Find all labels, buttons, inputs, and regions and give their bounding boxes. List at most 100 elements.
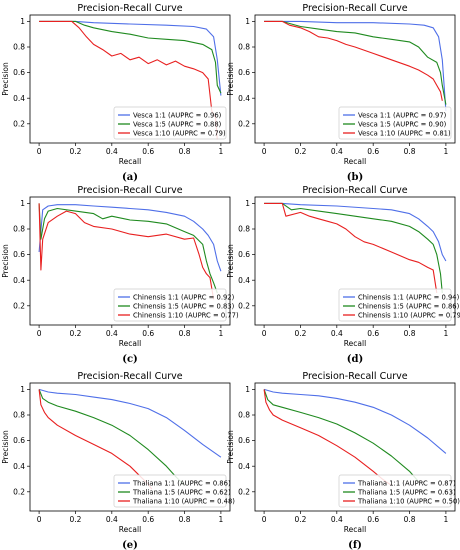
chart-title: Precision-Recall Curve <box>302 3 407 14</box>
y-tick-label: 0.6 <box>13 250 25 259</box>
x-tick-label: 0.4 <box>331 515 343 524</box>
x-tick-label: 1 <box>444 329 449 338</box>
x-tick-label: 1 <box>219 329 224 338</box>
series-line-3 <box>264 202 438 294</box>
chart-title: Precision-Recall Curve <box>77 3 182 14</box>
y-tick-label: 0.4 <box>238 462 250 471</box>
y-tick-label: 1 <box>20 199 25 208</box>
x-tick-label: 0.8 <box>179 515 191 524</box>
x-tick-label: 0.2 <box>69 329 81 338</box>
chart-title: Precision-Recall Curve <box>77 371 182 382</box>
axes-frame <box>29 14 231 144</box>
panel-label: (f) <box>348 540 362 550</box>
y-tick-label: 1 <box>245 199 250 208</box>
x-tick-label: 0.6 <box>142 515 154 524</box>
x-tick-label: 0.6 <box>367 147 379 156</box>
x-axis-label: Recall <box>344 157 366 166</box>
x-tick-label: 0.4 <box>106 329 118 338</box>
legend-box <box>338 288 452 322</box>
panel-label: (b) <box>347 172 363 183</box>
x-tick-label: 0.6 <box>367 515 379 524</box>
x-tick-label: 0.4 <box>106 515 118 524</box>
y-tick-label: 1 <box>245 385 250 394</box>
x-tick-label: 0 <box>262 329 267 338</box>
x-tick-label: 0 <box>37 147 42 156</box>
y-tick-label: 0.4 <box>13 462 25 471</box>
x-tick-label: 1 <box>444 147 449 156</box>
series-line-2 <box>38 203 218 294</box>
legend-entry: Vesca 1:1 (AUPRC = 0.97) <box>358 111 447 119</box>
y-axis-label: Precision <box>226 62 235 96</box>
legend-box <box>113 474 227 508</box>
chart-panel-5: Precision-Recall Curve 0 0.2 0.4 0.6 0.8 1 0.2 0… <box>1 371 235 550</box>
series-line-1 <box>39 20 222 96</box>
x-tick-label: 0.4 <box>331 147 343 156</box>
x-tick-label: 0.8 <box>179 329 191 338</box>
x-tick-label: 0.2 <box>69 147 81 156</box>
series-line-1 <box>264 202 447 262</box>
y-tick-label: 0.8 <box>238 43 250 52</box>
legend-entry: Chinensis 1:1 (AUPRC = 0.94) <box>358 293 460 301</box>
x-tick-label: 0.6 <box>367 329 379 338</box>
x-tick-label: 0.6 <box>142 147 154 156</box>
legend-box <box>113 106 227 140</box>
legend-entry: Chinensis 1:1 (AUPRC = 0.92) <box>133 293 235 301</box>
y-tick-label: 0.6 <box>13 68 25 77</box>
series-line-2 <box>264 20 447 105</box>
legend-entry: Vesca 1:5 (AUPRC = 0.90) <box>358 120 447 128</box>
chart-panel-3: Precision-Recall Curve 0 0.2 0.4 0.6 0.8 1 0.2 0… <box>1 185 239 365</box>
series-line-1 <box>263 388 447 454</box>
x-axis-label: Recall <box>344 339 366 348</box>
panel-label: (e) <box>122 540 138 550</box>
x-axis-label: Recall <box>119 157 141 166</box>
series-line-2 <box>39 20 222 94</box>
chart-title: Precision-Recall Curve <box>302 185 407 196</box>
x-axis-label: Recall <box>344 525 366 534</box>
x-tick-label: 0.2 <box>294 515 306 524</box>
legend-entry: Vesca 1:5 (AUPRC = 0.88) <box>133 120 222 128</box>
y-tick-label: 1 <box>20 17 25 26</box>
y-tick-label: 0.8 <box>13 411 25 420</box>
x-tick-label: 0 <box>262 515 267 524</box>
y-axis-label: Precision <box>1 430 10 464</box>
panel-label: (c) <box>122 354 138 365</box>
x-tick-label: 0 <box>37 329 42 338</box>
x-tick-label: 1 <box>219 147 224 156</box>
x-axis-label: Recall <box>119 339 141 348</box>
y-tick-label: 0.2 <box>238 119 250 128</box>
y-tick-label: 0.8 <box>13 225 25 234</box>
x-tick-label: 0.8 <box>404 147 416 156</box>
x-tick-label: 0.2 <box>69 515 81 524</box>
legend-entry: Thaliana 1:10 (AUPRC = 0.50) <box>357 497 460 505</box>
chart-panel-6: Precision-Recall Curve 0 0.2 0.4 0.6 0.8 1 0.2 0… <box>226 371 460 550</box>
legend-entry: Chinensis 1:5 (AUPRC = 0.86) <box>358 302 460 310</box>
x-tick-label: 1 <box>219 515 224 524</box>
chart-title: Precision-Recall Curve <box>77 185 182 196</box>
chart-panel-1: Precision-Recall Curve 0 0.2 0.4 0.6 0.8 1 0.2 0… <box>1 3 231 183</box>
x-tick-label: 0.4 <box>106 147 118 156</box>
axes-frame <box>29 382 231 512</box>
x-tick-label: 0.2 <box>294 147 306 156</box>
legend-entry: Thaliana 1:10 (AUPRC = 0.48) <box>132 497 235 505</box>
y-tick-label: 0.2 <box>238 487 250 496</box>
series-line-1 <box>38 388 222 458</box>
x-tick-label: 0.4 <box>331 329 343 338</box>
y-tick-label: 0.8 <box>238 411 250 420</box>
legend-entry: Thaliana 1:1 (AUPRC = 0.87) <box>357 479 456 487</box>
y-tick-label: 0.4 <box>13 94 25 103</box>
y-tick-label: 0.2 <box>13 487 25 496</box>
y-tick-label: 0.4 <box>13 276 25 285</box>
series-line-1 <box>264 20 447 112</box>
series-line-3 <box>38 203 215 300</box>
legend-entry: Chinensis 1:10 (AUPRC = 0.77) <box>133 311 239 319</box>
series-line-2 <box>263 389 420 482</box>
panel-label: (a) <box>122 172 138 183</box>
y-tick-label: 0.4 <box>238 276 250 285</box>
x-axis-label: Recall <box>119 525 141 534</box>
y-tick-label: 1 <box>20 385 25 394</box>
x-tick-label: 0 <box>262 147 267 156</box>
y-tick-label: 1 <box>245 17 250 26</box>
y-axis-label: Precision <box>226 244 235 278</box>
x-tick-label: 1 <box>444 515 449 524</box>
